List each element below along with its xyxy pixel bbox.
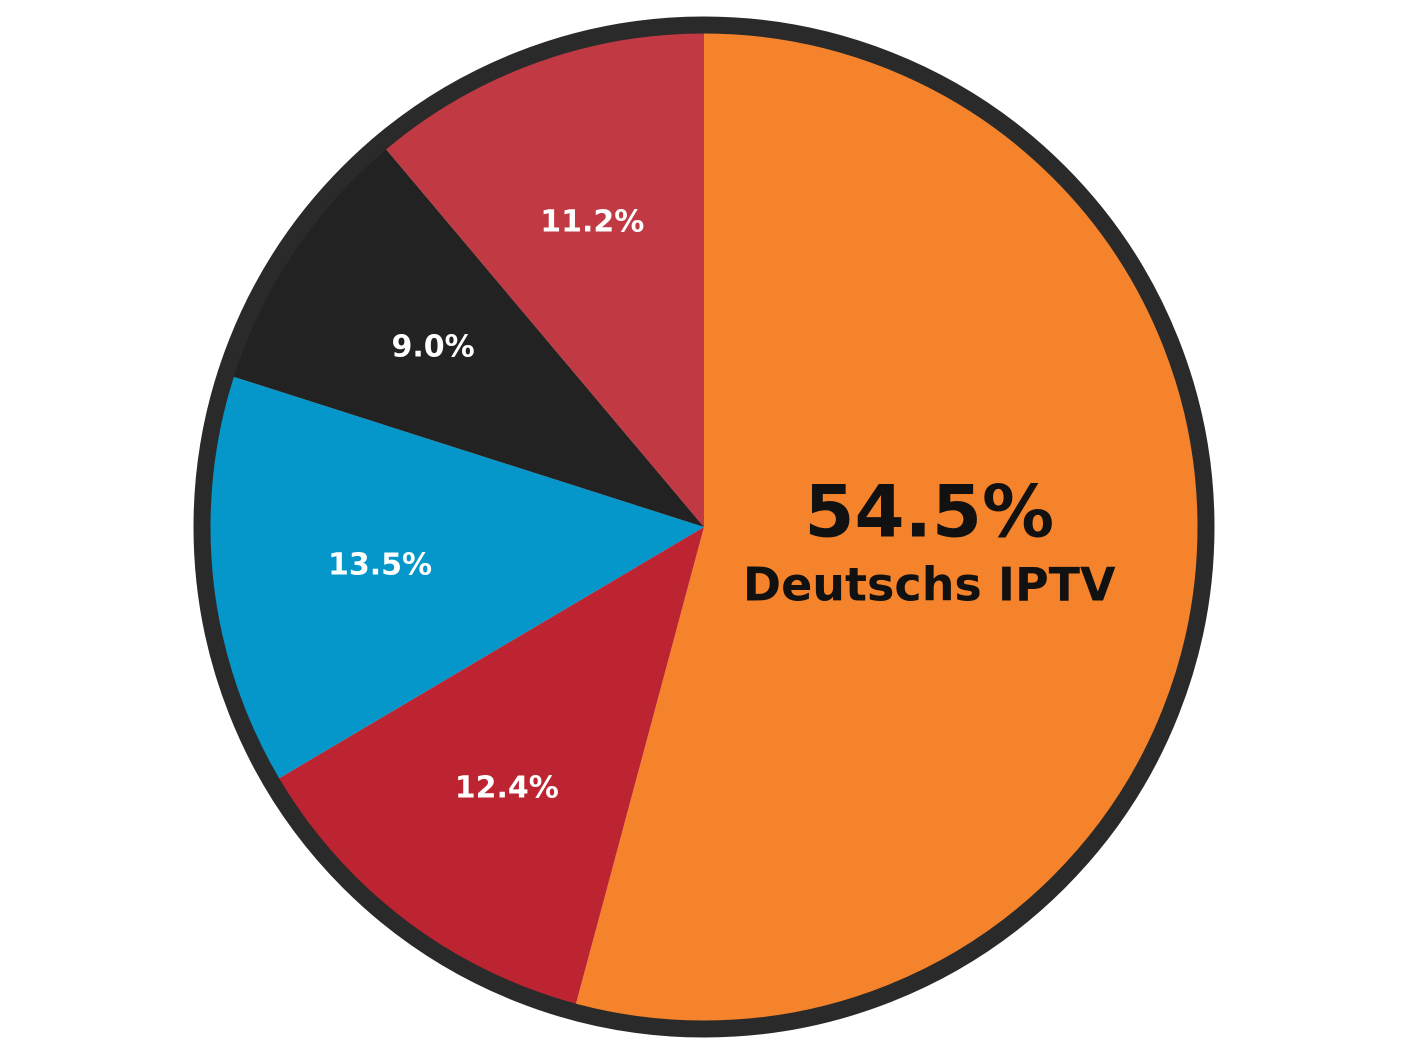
pie-slice-3 [210,376,704,779]
pie-slice-1 [575,33,1198,1021]
slice-label-4: 9.0% [392,330,475,365]
slice-label-3: 13.5% [328,548,432,583]
slice-label-1: 54.5% [804,470,1054,554]
pie-labels: 54.5%Deutschs IPTV 12.4% 13.5% 9.0% 11.2% [328,205,1116,806]
pie-slices [210,33,1198,1021]
slice-label-5: 11.2% [540,205,644,240]
pie-slice-2 [278,527,704,1005]
pie-slice-5 [385,33,704,527]
slice-name-1: Deutschs IPTV [743,558,1116,612]
pie-slice-4 [233,149,704,527]
slice-label-2: 12.4% [455,771,559,806]
pie-border [193,16,1215,1038]
